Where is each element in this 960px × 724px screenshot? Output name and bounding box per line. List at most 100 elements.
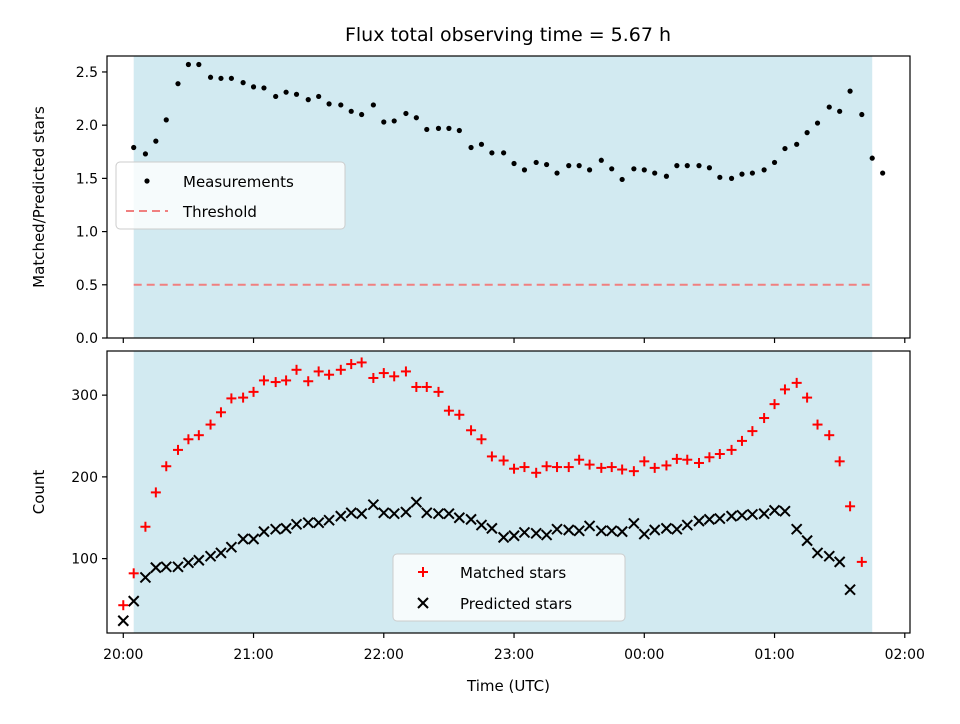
y-tick-label: 200 — [71, 470, 98, 486]
matched-star-points — [118, 357, 867, 611]
predicted-star-point — [714, 512, 726, 525]
predicted-star-point — [312, 516, 325, 529]
matched-star-point — [747, 426, 758, 437]
matched-star-point — [661, 460, 672, 471]
predicted-star-point — [790, 523, 803, 535]
matched-star-point — [552, 462, 563, 473]
x-tick-label: 23:00 — [494, 647, 534, 663]
measurement-point — [880, 170, 886, 176]
predicted-star-point — [139, 571, 152, 584]
matched-star-point — [443, 405, 454, 416]
measurement-point — [826, 104, 832, 110]
predicted-star-point — [746, 508, 759, 521]
legend-matched-marker — [418, 567, 428, 577]
measurement-point — [446, 125, 452, 131]
measurement-point — [196, 61, 202, 68]
predicted-star-point — [540, 529, 553, 541]
predicted-star-point — [335, 510, 347, 522]
matched-star-point — [281, 375, 292, 386]
measurement-point — [837, 108, 843, 114]
predicted-star-point — [530, 527, 542, 539]
matched-star-point — [324, 369, 335, 380]
measurement-points — [131, 61, 886, 183]
predicted-star-point — [779, 505, 791, 517]
matched-star-point — [714, 448, 725, 459]
measurement-point — [586, 167, 593, 173]
predicted-star-point — [811, 547, 824, 559]
matched-star-point — [161, 461, 172, 472]
predicted-star-point — [595, 525, 608, 537]
matched-star-point — [726, 444, 737, 455]
matched-star-point — [433, 386, 444, 397]
count-y-axis: 100 200 300 — [71, 388, 107, 568]
predicted-star-point — [258, 525, 270, 538]
matched-star-point — [411, 381, 422, 392]
predicted-star-point — [443, 507, 455, 520]
matched-star-point — [466, 425, 477, 436]
predicted-star-point — [117, 615, 129, 627]
measurement-point — [749, 170, 755, 176]
legend-measurements-marker — [144, 178, 150, 184]
predicted-star-point — [465, 513, 477, 526]
predicted-star-point — [127, 595, 140, 607]
x-axis-label: Time (UTC) — [466, 677, 550, 695]
matched-star-point — [193, 430, 204, 441]
measurement-point — [338, 102, 344, 108]
count-x-axis: 20:00 21:00 22:00 23:00 00:00 01:00 02:00 — [103, 633, 925, 663]
measurement-point — [631, 166, 637, 172]
matched-star-point — [303, 376, 314, 387]
measurement-point — [391, 118, 397, 124]
legend-measurements-label: Measurements — [183, 173, 294, 191]
predicted-star-point — [486, 522, 498, 535]
matched-star-point — [845, 501, 856, 512]
matched-star-point — [574, 454, 585, 465]
measurement-point — [782, 145, 788, 152]
matched-star-point — [118, 600, 129, 611]
predicted-star-point — [736, 509, 748, 522]
matched-star-point — [802, 392, 813, 403]
matched-star-point — [313, 366, 324, 377]
matched-star-point — [519, 462, 530, 473]
predicted-star-point — [193, 554, 205, 566]
x-tick-label: 02:00 — [885, 647, 925, 663]
matched-star-point — [541, 461, 552, 472]
predicted-star-point — [823, 550, 835, 562]
matched-star-point — [606, 462, 617, 473]
predicted-star-point — [160, 561, 172, 573]
matched-star-point — [270, 377, 281, 388]
measurement-point — [424, 126, 430, 133]
measurement-point — [185, 61, 192, 68]
matched-star-point — [704, 452, 715, 463]
count-y-label: Count — [30, 470, 48, 515]
ratio-x-ticks — [122, 338, 906, 343]
x-tick-label: 01:00 — [754, 647, 794, 663]
count-panel: 100 200 300 20:00 21:00 22:00 23:00 00:00 01:00… — [30, 350, 925, 695]
matched-star-point — [368, 372, 379, 383]
predicted-star-point — [844, 583, 856, 596]
measurement-point — [543, 161, 550, 168]
count-legend: Matched stars Predicted stars — [392, 553, 626, 622]
predicted-star-point — [725, 510, 738, 522]
measurement-point — [652, 170, 658, 176]
measurement-point — [761, 167, 767, 173]
predicted-star-point — [432, 507, 445, 520]
matched-star-point — [291, 364, 302, 375]
predicted-star-point — [378, 507, 390, 519]
matched-star-point — [421, 381, 432, 392]
predicted-star-point — [758, 507, 770, 520]
measurement-point — [706, 165, 713, 171]
matched-star-point — [400, 366, 411, 377]
measurement-point — [240, 80, 246, 86]
predicted-star-point — [649, 524, 661, 536]
predicted-star-point — [421, 507, 433, 519]
predicted-star-point — [638, 528, 650, 540]
predicted-star-point — [204, 550, 217, 562]
measurement-point — [283, 89, 289, 95]
measurement-point — [554, 170, 560, 176]
measurement-point — [163, 117, 169, 123]
predicted-star-point — [703, 513, 716, 526]
measurement-point — [609, 166, 615, 172]
matched-star-point — [476, 434, 487, 445]
matched-star-point — [617, 464, 628, 475]
